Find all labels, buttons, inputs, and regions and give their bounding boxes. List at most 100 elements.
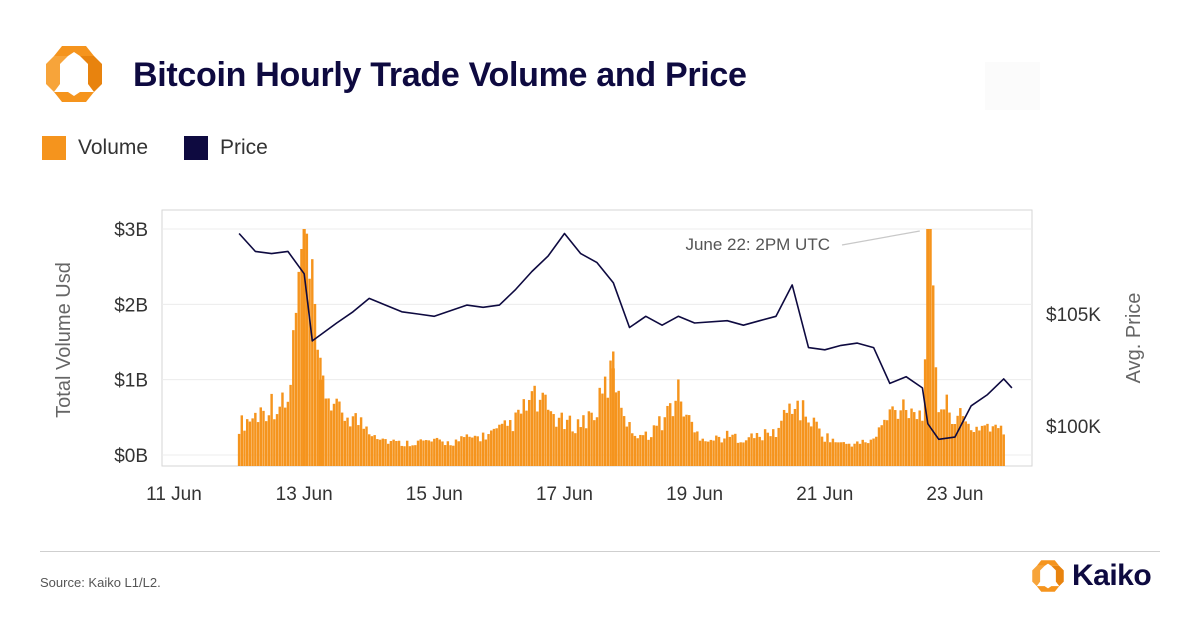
volume-bar [633,435,637,466]
price-line [238,232,1013,441]
volume-bar [864,442,867,466]
volume-bar [549,411,553,466]
legend-item-volume: Volume [42,136,148,160]
volume-bar [544,394,547,466]
volume-bar [587,411,591,466]
volume-bar [847,443,851,466]
volume-bar [609,360,612,466]
volume-bar [693,432,696,466]
volume-bar [541,392,544,466]
volume-bar [636,438,639,466]
volume-bar [538,399,542,466]
volume-bar [411,445,414,466]
legend-item-price: Price [184,136,268,160]
volume-bar [853,443,856,466]
volume-bar [663,417,667,466]
volume-bar [405,440,409,466]
volume-bar [579,427,582,466]
volume-bar [907,418,911,466]
volume-bar [522,399,526,466]
volume-bar [321,375,325,466]
volume-bar [774,437,778,466]
y-axis-right: $100K $105K [1046,305,1101,438]
volume-bar [923,359,927,466]
volume-bar [755,433,759,466]
volume-bar [338,401,341,466]
volume-bar [430,441,433,466]
volume-bar [969,430,973,466]
volume-bar [891,406,894,466]
volume-bar [519,413,523,466]
volume-bar [758,436,761,466]
volume-bar [414,445,417,466]
volume-bar [292,330,295,466]
volume-bar [335,398,338,466]
volume-bar [660,430,664,466]
volume-bar [972,432,976,466]
volume-bar [902,399,905,466]
volume-bar [915,419,919,466]
x-tick-label: 11 Jun [146,484,202,505]
volume-bar [400,445,403,466]
volume-bar [446,441,450,466]
volume-bar [555,426,558,466]
volume-bar [880,425,883,466]
volume-bar [679,401,683,466]
volume-bar [283,407,287,466]
volume-bar [574,433,577,466]
volume-bar [948,412,951,466]
volume-bar [370,436,374,466]
volume-bar [725,430,729,466]
volume-bar [788,403,791,466]
volume-bar [690,421,694,466]
volume-bar [449,445,452,466]
volume-bar [460,436,463,466]
volume-bar [761,440,764,466]
x-tick-label: 13 Jun [276,484,333,505]
volume-bar [324,398,328,466]
volume-bar [368,434,371,466]
volume-bar [940,409,943,466]
y-tick-label-left: $2B [114,295,148,316]
legend-label-price: Price [220,136,268,159]
volume-bar [267,415,271,466]
volume-bar [603,376,607,466]
volume-bar [782,409,786,466]
volume-bar [620,407,623,466]
volume-bar [419,439,422,466]
volume-bar [872,438,875,466]
volume-bar [262,410,265,466]
volume-bar [527,399,531,466]
volume-bar [476,436,479,466]
volume-bar [961,416,965,466]
x-tick-label: 17 Jun [536,484,593,505]
volume-bar [424,440,428,466]
volume-bar [614,392,618,466]
volume-bar [416,440,420,466]
volume-bar [704,441,707,466]
volume-bar [804,416,808,466]
volume-bar [595,417,599,466]
x-tick-label: 19 Jun [666,484,723,505]
volume-bar [888,409,892,466]
volume-bar [904,410,908,466]
volume-bar [953,424,957,466]
volume-bar [801,400,805,466]
volume-bar [739,442,742,466]
volume-bar [747,437,751,466]
volume-bar [959,408,962,466]
volume-bar [671,416,675,466]
volume-bar [240,415,244,466]
volume-bar [395,441,398,466]
volume-bar [248,421,252,466]
volume-bar [720,442,723,466]
y-axis-left: $0B $1B $2B $3B [114,220,148,467]
volume-bar [750,433,753,466]
volume-bar [932,285,935,466]
volume-bar [606,397,610,466]
volume-bar [717,436,721,466]
volume-bar [777,427,780,466]
volume-bar [796,400,799,466]
volume-bar [975,426,978,466]
volume-bar [837,442,840,466]
